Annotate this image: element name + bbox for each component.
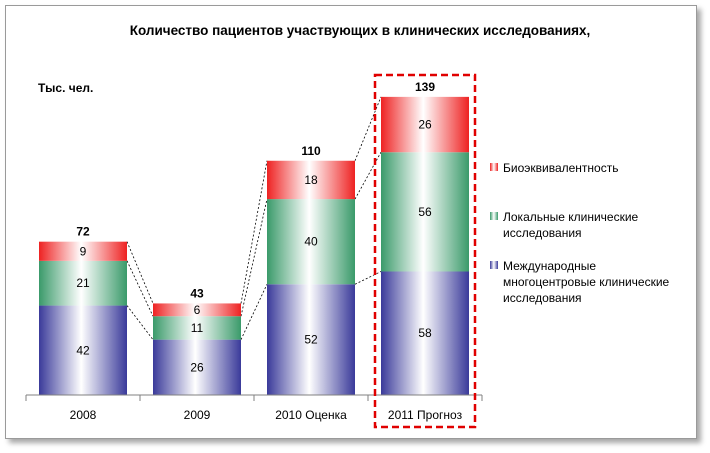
highlight-box <box>373 73 477 429</box>
bar-segment <box>39 260 127 306</box>
bar-segment <box>381 152 469 272</box>
data-label: 42 <box>76 343 90 357</box>
bar-segment <box>267 284 355 395</box>
bar-segment <box>153 339 241 395</box>
category-label: 2010 Оценка <box>275 408 347 422</box>
connector-line <box>126 260 154 317</box>
connector-line <box>126 241 154 304</box>
connector-lines <box>126 96 382 340</box>
connector-line <box>240 160 268 304</box>
legend-label: исследования <box>503 291 582 305</box>
total-label: 110 <box>301 144 321 158</box>
bar-segment <box>381 271 469 395</box>
data-label: 40 <box>304 235 318 249</box>
bar-segment <box>39 241 127 261</box>
bar-segment <box>153 303 241 317</box>
total-label: 139 <box>415 80 435 94</box>
data-label: 11 <box>191 321 204 335</box>
unit-label: Тыс. чел. <box>38 81 93 95</box>
legend-label: исследования <box>503 226 582 240</box>
bar-segment <box>153 316 241 340</box>
data-label: 18 <box>304 173 318 187</box>
legend-label: многоцентровые клинические <box>503 275 670 289</box>
connector-line <box>126 305 154 340</box>
legend-swatch <box>490 212 498 220</box>
legend-label: Локальные клинические <box>503 210 639 224</box>
data-label: 26 <box>190 360 204 374</box>
connector-line <box>354 271 382 285</box>
bar-segment <box>39 305 127 395</box>
connector-line <box>354 96 382 161</box>
connector-line <box>240 198 268 317</box>
legend-label: Международные <box>503 259 596 273</box>
data-label: 6 <box>194 303 201 317</box>
legend-swatch <box>490 163 498 171</box>
data-label: 9 <box>80 244 87 258</box>
data-label: 58 <box>418 326 432 340</box>
forecast-highlight <box>373 73 477 429</box>
data-label: 56 <box>418 205 432 219</box>
total-label: 72 <box>76 225 90 239</box>
legend-swatch <box>490 261 498 269</box>
connector-line <box>240 284 268 340</box>
legend-label: Биоэквивалентность <box>503 161 618 175</box>
bars-group: 42 21 9 72 26 11 6 43 52 40 18 110 58 56 26 139 <box>39 80 469 395</box>
total-label: 43 <box>190 286 204 300</box>
data-label: 21 <box>76 276 90 290</box>
category-label: 2011 Прогноз <box>388 408 463 422</box>
category-label: 2008 <box>70 408 97 422</box>
bar-segment <box>267 199 355 285</box>
data-label: 26 <box>418 118 432 132</box>
connector-line <box>354 152 382 200</box>
chart-title: Количество пациентов участвующих в клини… <box>130 23 591 38</box>
legend: Биоэквивалентность Локальные клинические и… <box>490 161 670 305</box>
data-label: 52 <box>304 333 318 347</box>
bar-segment <box>381 96 469 153</box>
bar-segment <box>267 160 355 200</box>
category-label: 2009 <box>184 408 211 422</box>
x-axis: 2008 2009 2010 Оценка 2011 Прогноз <box>25 394 483 422</box>
